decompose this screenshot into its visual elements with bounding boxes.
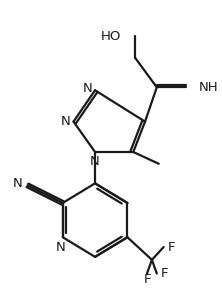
Text: N: N	[82, 82, 92, 95]
Text: F: F	[161, 267, 168, 280]
Text: F: F	[143, 273, 151, 286]
Text: N: N	[13, 177, 22, 190]
Text: HO: HO	[101, 30, 121, 43]
Text: NH: NH	[199, 81, 219, 94]
Text: N: N	[61, 115, 71, 128]
Text: N: N	[90, 155, 100, 168]
Text: F: F	[168, 240, 175, 254]
Text: N: N	[56, 240, 66, 254]
